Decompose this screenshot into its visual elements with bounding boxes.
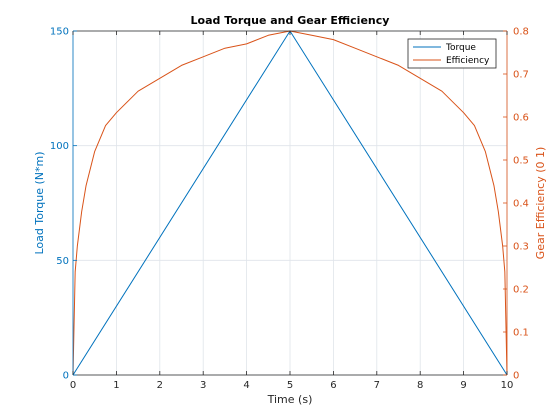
y-axis-right-title: Gear Efficiency (0 1) (534, 147, 547, 260)
y-right-tick-label: 0.2 (513, 285, 529, 296)
x-tick-label: 9 (460, 380, 466, 391)
x-tick-label: 3 (200, 380, 206, 391)
legend-efficiency-label: Efficiency (446, 56, 490, 66)
legend-box (407, 38, 497, 69)
y-left-tick-label: 150 (50, 27, 69, 38)
legend-torque-label: Torque (445, 43, 476, 53)
y-left-tick-label: 100 (50, 141, 69, 152)
y-axis-left-title: Load Torque (N*m) (33, 151, 46, 254)
x-tick-label: 6 (330, 380, 336, 391)
x-tick-label: 1 (113, 380, 119, 391)
legend: Torque Efficiency (407, 38, 497, 69)
y-right-tick-label: 0.7 (513, 70, 529, 81)
y-right-tick-label: 0.5 (513, 156, 529, 167)
x-tick-label: 7 (374, 380, 380, 391)
x-tick-label: 10 (501, 380, 514, 391)
x-tick-label: 8 (417, 380, 423, 391)
y-right-tick-label: 0.3 (513, 242, 529, 253)
x-axis-title: Time (s) (267, 393, 313, 406)
y-left-tick-label: 50 (56, 256, 69, 267)
chart-title: Load Torque and Gear Efficiency (191, 14, 390, 27)
x-tick-label: 5 (287, 380, 293, 391)
y-right-tick-label: 0.1 (513, 328, 529, 339)
x-tick-label: 2 (157, 380, 163, 391)
x-tick-label: 0 (70, 380, 76, 391)
x-tick-label: 4 (243, 380, 249, 391)
y-right-tick-label: 0.8 (513, 27, 529, 38)
ticks-layer: 0 1 2 3 4 5 6 7 8 9 1005010015000.10.20.30.40.50.6… (50, 27, 529, 392)
y-right-tick-label: 0.6 (513, 113, 529, 124)
y-right-tick-label: 0.4 (513, 199, 529, 210)
y-left-tick-label: 0 (63, 371, 69, 382)
y-right-tick-label: 0 (513, 371, 519, 382)
